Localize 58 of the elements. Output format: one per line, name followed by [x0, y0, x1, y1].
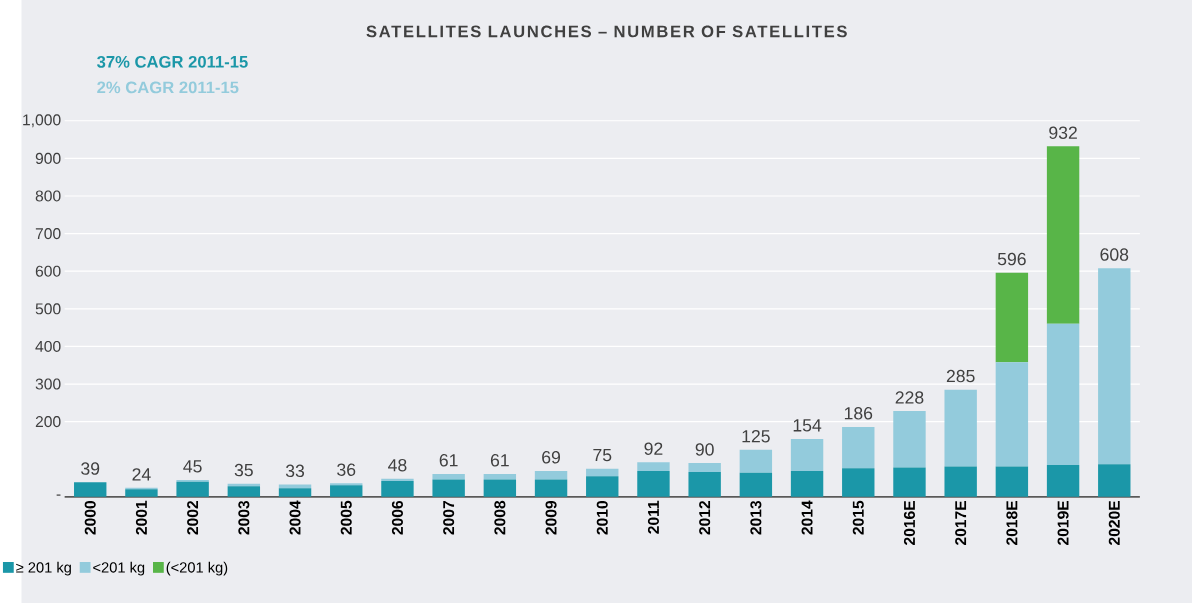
total-label: 596 [997, 252, 1026, 266]
total-label: 45 [183, 460, 202, 473]
x-tick-label: 2008 [494, 500, 506, 535]
y-tick-label: 1,000 [23, 114, 61, 128]
x-tick-label: 2004 [289, 500, 301, 535]
y-tick-label: 800 [35, 190, 61, 202]
y-tick-label: 500 [35, 303, 61, 315]
x-tick-label: 2009 [545, 500, 557, 535]
x-tick-label: 2013 [750, 500, 762, 535]
x-tick-label: 2016E [903, 500, 916, 546]
total-label: 125 [742, 430, 770, 443]
x-tick-label: 2017E [955, 500, 967, 546]
y-tick-label: 700 [35, 228, 61, 240]
x-tick-label: 2020E [1108, 500, 1120, 546]
total-label: 154 [793, 419, 822, 432]
x-tick-label: 2014 [801, 500, 813, 535]
x-tick-label: 2000 [84, 501, 96, 535]
y-tick-label: 600 [35, 265, 61, 277]
y-tick-label: 200 [35, 416, 61, 428]
text: 37% CAGR 2011-15 [97, 55, 248, 68]
total-label: 285 [946, 369, 975, 383]
total-label: 39 [81, 462, 100, 475]
total-label: 24 [132, 468, 151, 481]
total-label: 35 [234, 463, 253, 477]
y-tick-label: 400 [35, 340, 61, 352]
x-tick-label: 2015 [852, 500, 864, 535]
y-tick-label: 900 [35, 152, 61, 164]
x-tick-label: 2018E [1006, 500, 1018, 546]
x-tick-label: 2019E [1057, 500, 1069, 546]
total-label: 69 [542, 451, 561, 464]
x-tick-label: 2001 [135, 500, 147, 535]
x-tick-label: 2003 [238, 500, 250, 535]
x-tick-label: 2012 [699, 501, 711, 535]
total-label: 33 [285, 464, 305, 478]
x-tick-label: 2002 [187, 501, 199, 535]
total-label: 92 [644, 442, 663, 455]
total-label: 228 [895, 391, 924, 404]
total-label: 90 [695, 443, 714, 456]
y-tick-label: - [56, 494, 61, 496]
chart-title: SATELLITES LAUNCHES – NUMBER OF SATELLITES [366, 25, 847, 38]
x-tick-label: 2010 [596, 501, 608, 535]
total-label: 608 [1100, 248, 1129, 261]
legend-label: ≥ 201 kg [16, 561, 71, 576]
text: 2% CAGR 2011-15 [97, 81, 239, 94]
legend-label: <201 kg [93, 561, 145, 576]
x-tick-label: 2005 [340, 500, 352, 535]
total-label: 932 [1049, 126, 1077, 139]
total-label: 61 [439, 454, 458, 467]
legend-label: (<201 kg) [166, 561, 228, 576]
total-label: 75 [593, 449, 612, 462]
x-tick-label: 2006 [391, 500, 403, 535]
total-label: 48 [388, 458, 407, 472]
total-label: 61 [490, 454, 509, 467]
y-tick-label: 300 [35, 378, 61, 390]
total-label: 186 [844, 407, 873, 420]
x-tick-label: 2007 [443, 501, 455, 535]
x-tick-label: 2011 [647, 500, 659, 534]
total-label: 36 [337, 463, 356, 476]
